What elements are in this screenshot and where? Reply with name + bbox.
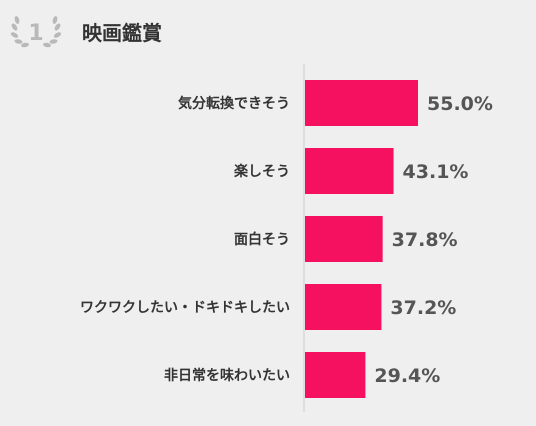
value-label: 37.8% (392, 229, 458, 251)
laurel-icon (10, 16, 62, 48)
category-label: ワクワクしたい・ドキドキしたい (80, 300, 290, 316)
category-label: 面白そう (234, 231, 290, 248)
rank-badge: 1 (10, 16, 62, 48)
category-label: 非日常を味わいたい (164, 367, 290, 384)
bar (305, 80, 418, 126)
bar (305, 216, 383, 262)
chart-title: 映画鑑賞 (82, 21, 162, 45)
bar (305, 352, 366, 398)
value-label: 37.2% (390, 297, 456, 319)
bars (305, 80, 418, 398)
bar (305, 284, 382, 330)
value-label: 55.0% (427, 93, 493, 115)
category-label: 楽しそう (233, 163, 290, 180)
value-label: 43.1% (403, 161, 469, 183)
value-labels: 55.0% 43.1% 37.8% 37.2% 29.4% (374, 93, 493, 387)
bar (305, 148, 394, 194)
category-label: 気分転換できそう (178, 95, 290, 112)
value-label: 29.4% (374, 365, 440, 387)
rank-number: 1 (28, 21, 43, 46)
